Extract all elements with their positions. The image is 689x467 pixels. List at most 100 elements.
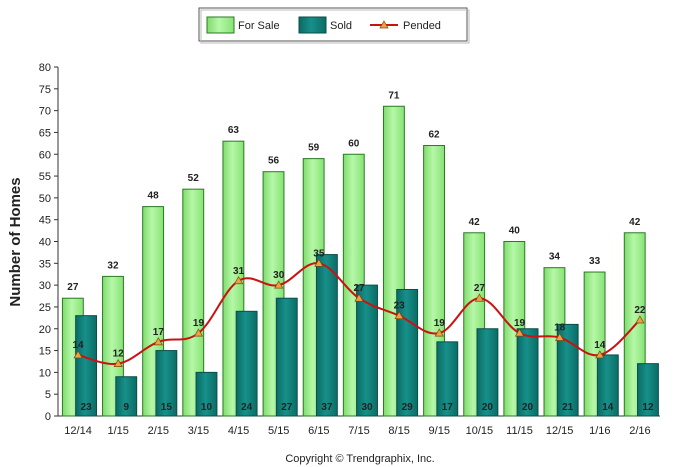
legend-box bbox=[198, 7, 468, 42]
y-tick-label: 0 bbox=[45, 411, 51, 423]
pended-marker bbox=[595, 350, 605, 359]
label-pended: 17 bbox=[153, 327, 165, 338]
legend-swatch-for-sale bbox=[206, 16, 235, 34]
label-pended: 18 bbox=[554, 322, 566, 333]
bar-sold bbox=[115, 376, 138, 417]
label-for-sale: 34 bbox=[549, 252, 561, 263]
x-tick-label: 10/15 bbox=[466, 425, 494, 437]
y-tick-label: 80 bbox=[39, 62, 51, 74]
pended-marker bbox=[474, 293, 485, 302]
label-pended: 27 bbox=[353, 283, 365, 294]
label-for-sale: 32 bbox=[107, 260, 119, 271]
label-for-sale: 71 bbox=[388, 90, 400, 101]
label-pended: 19 bbox=[434, 318, 446, 329]
y-tick-label: 65 bbox=[39, 127, 51, 139]
bar-sold bbox=[556, 323, 579, 417]
y-tick-label: 15 bbox=[39, 346, 51, 358]
label-sold: 17 bbox=[442, 402, 454, 413]
copyright-credit: Copyright © Trendgraphix, Inc. bbox=[285, 453, 434, 465]
bar-sold bbox=[235, 310, 258, 417]
bar-sold bbox=[637, 363, 659, 417]
label-sold: 23 bbox=[81, 402, 93, 413]
y-tick-label: 50 bbox=[39, 193, 51, 205]
pended-marker bbox=[354, 293, 364, 302]
label-pended: 22 bbox=[634, 305, 646, 316]
pended-marker bbox=[514, 328, 525, 337]
label-pended: 27 bbox=[474, 283, 486, 294]
label-sold: 27 bbox=[281, 402, 293, 413]
label-pended: 19 bbox=[514, 318, 526, 329]
label-sold: 37 bbox=[321, 402, 333, 413]
bar-sold bbox=[195, 371, 218, 417]
x-ticks: 12/14 1/15 2/15 3/15 4/15 5/15 6/15 7/15 8/15 9/1… bbox=[64, 425, 650, 437]
label-for-sale: 48 bbox=[148, 191, 160, 202]
bar-sold bbox=[75, 315, 98, 417]
x-tick-label: 12/14 bbox=[64, 425, 92, 437]
legend-marker-pended bbox=[379, 20, 389, 29]
y-tick-label: 30 bbox=[39, 280, 51, 292]
pended-marker bbox=[233, 276, 244, 285]
y-tick-label: 35 bbox=[39, 258, 51, 270]
bar-sold bbox=[516, 328, 539, 417]
label-for-sale: 27 bbox=[67, 282, 79, 293]
label-sold: 14 bbox=[602, 402, 614, 413]
label-sold: 30 bbox=[361, 402, 373, 413]
pended-marker bbox=[635, 315, 645, 324]
bar-sold bbox=[396, 288, 419, 417]
y-tick-label: 60 bbox=[39, 149, 51, 161]
x-tick-label: 9/15 bbox=[429, 425, 450, 437]
x-tick-label: 2/15 bbox=[148, 425, 169, 437]
bar-sold bbox=[436, 341, 459, 417]
bar-sold bbox=[315, 254, 338, 417]
label-pended: 30 bbox=[273, 270, 285, 281]
y-tick-label: 5 bbox=[45, 389, 51, 401]
bar-sold bbox=[596, 354, 619, 417]
y-tick-label: 45 bbox=[39, 215, 51, 227]
label-pended: 19 bbox=[193, 318, 205, 329]
label-pended: 23 bbox=[394, 301, 406, 312]
label-sold: 20 bbox=[482, 402, 494, 413]
pended-marker bbox=[274, 280, 284, 289]
y-axis-title: Number of Homes bbox=[7, 177, 24, 306]
x-tick-label: 1/16 bbox=[589, 425, 610, 437]
x-tick-label: 7/15 bbox=[348, 425, 369, 437]
legend: For Sale Sold Pended bbox=[198, 7, 470, 44]
pended-marker bbox=[434, 328, 444, 337]
pended-marker bbox=[555, 332, 565, 341]
x-tick-label: 3/15 bbox=[188, 425, 209, 437]
label-sold: 24 bbox=[241, 402, 253, 413]
label-for-sale: 33 bbox=[589, 256, 601, 267]
y-tick-label: 70 bbox=[39, 106, 51, 118]
label-pended: 14 bbox=[73, 340, 85, 351]
label-for-sale: 63 bbox=[228, 125, 240, 136]
pended-marker bbox=[113, 358, 123, 367]
pended-line: 14 12 17 19 31 30 35 27 23 19 27 19 18 14 22 bbox=[73, 248, 646, 367]
y-ticks: 0 5 10 15 20 25 30 35 40 45 50 55 60 65 70 75 80 bbox=[39, 62, 58, 423]
y-tick-label: 20 bbox=[39, 324, 51, 336]
x-tick-label: 12/15 bbox=[546, 425, 574, 437]
label-pended: 35 bbox=[313, 248, 325, 259]
label-sold: 21 bbox=[562, 402, 574, 413]
bar-sold bbox=[275, 297, 298, 417]
x-tick-label: 11/15 bbox=[506, 425, 533, 437]
label-for-sale: 59 bbox=[308, 143, 320, 154]
pended-marker bbox=[153, 337, 163, 346]
y-tick-label: 10 bbox=[39, 367, 51, 379]
x-tick-label: 1/15 bbox=[107, 425, 128, 437]
bar-sold bbox=[155, 350, 178, 417]
x-tick-label: 5/15 bbox=[268, 425, 289, 437]
x-tick-label: 8/15 bbox=[388, 425, 409, 437]
x-tick-label: 2/16 bbox=[629, 425, 650, 437]
x-tick-label: 6/15 bbox=[308, 425, 329, 437]
label-for-sale: 62 bbox=[428, 130, 440, 141]
label-sold: 29 bbox=[402, 402, 414, 413]
label-for-sale: 56 bbox=[268, 156, 280, 167]
pended-marker bbox=[193, 328, 204, 337]
bar-sold bbox=[476, 328, 499, 417]
label-pended: 12 bbox=[113, 349, 125, 360]
legend-label-pended: Pended bbox=[403, 20, 441, 32]
pended-marker bbox=[314, 258, 324, 267]
y-tick-label: 25 bbox=[39, 302, 51, 314]
label-for-sale: 40 bbox=[509, 226, 521, 237]
